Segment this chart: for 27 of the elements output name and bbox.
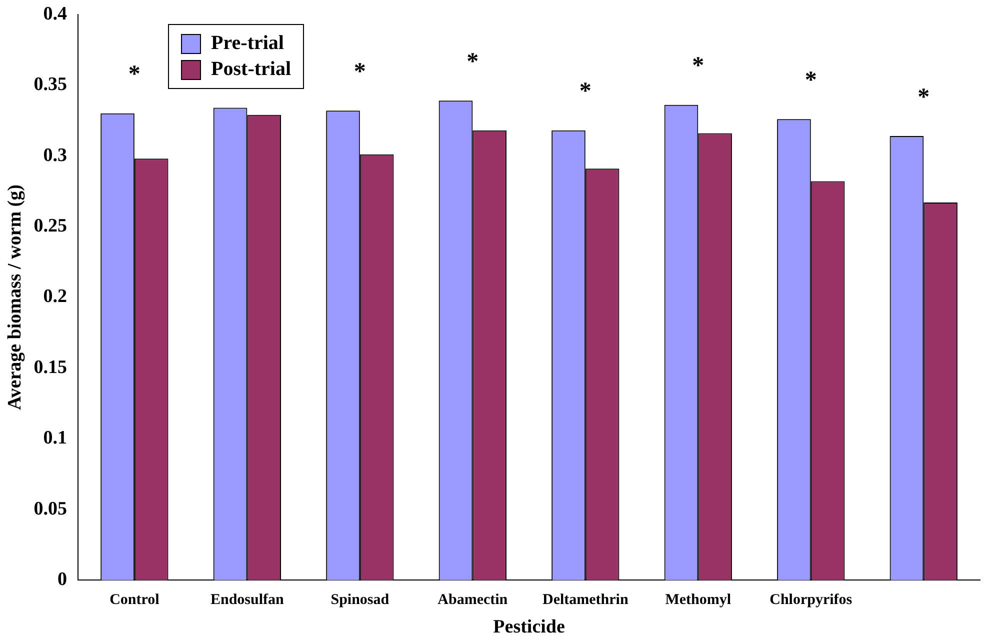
y-tick-label: 0.3 bbox=[43, 144, 68, 166]
data-label: * bbox=[692, 53, 704, 80]
y-tick-label: 0 bbox=[58, 569, 68, 590]
data-label: * bbox=[354, 58, 366, 85]
data-label: * bbox=[466, 48, 479, 75]
y-tick-label: 0.15 bbox=[34, 356, 68, 378]
x-axis-title: Pesticide bbox=[493, 616, 565, 638]
y-axis-title: Average biomass / worm (g) bbox=[4, 184, 26, 410]
x-tick-label: Abamectin bbox=[438, 592, 508, 608]
x-tick-label: Chlorpyrifos bbox=[770, 592, 852, 608]
x-tick-label: Deltamethrin bbox=[542, 592, 629, 608]
legend-label: Post-trial bbox=[211, 58, 292, 82]
data-label: * bbox=[128, 62, 140, 88]
data-label: * bbox=[579, 78, 592, 105]
x-tick-label: Control bbox=[110, 592, 160, 608]
legend-label: Pre-trial bbox=[211, 32, 284, 56]
x-tick-label: Methomyl bbox=[665, 592, 732, 608]
y-tick-label: 0.35 bbox=[34, 74, 68, 96]
data-label: * bbox=[918, 84, 930, 110]
y-tick-label: 0.4 bbox=[43, 3, 68, 24]
data-label: * bbox=[804, 67, 817, 94]
y-tick-label: 0.1 bbox=[43, 428, 68, 449]
x-tick-label: Endosulfan bbox=[210, 592, 285, 608]
y-tick-label: 0.2 bbox=[43, 286, 68, 308]
y-tick-label: 0.05 bbox=[34, 498, 68, 520]
y-tick-label: 0.25 bbox=[34, 215, 68, 236]
x-tick-label: Spinosad bbox=[330, 592, 390, 608]
